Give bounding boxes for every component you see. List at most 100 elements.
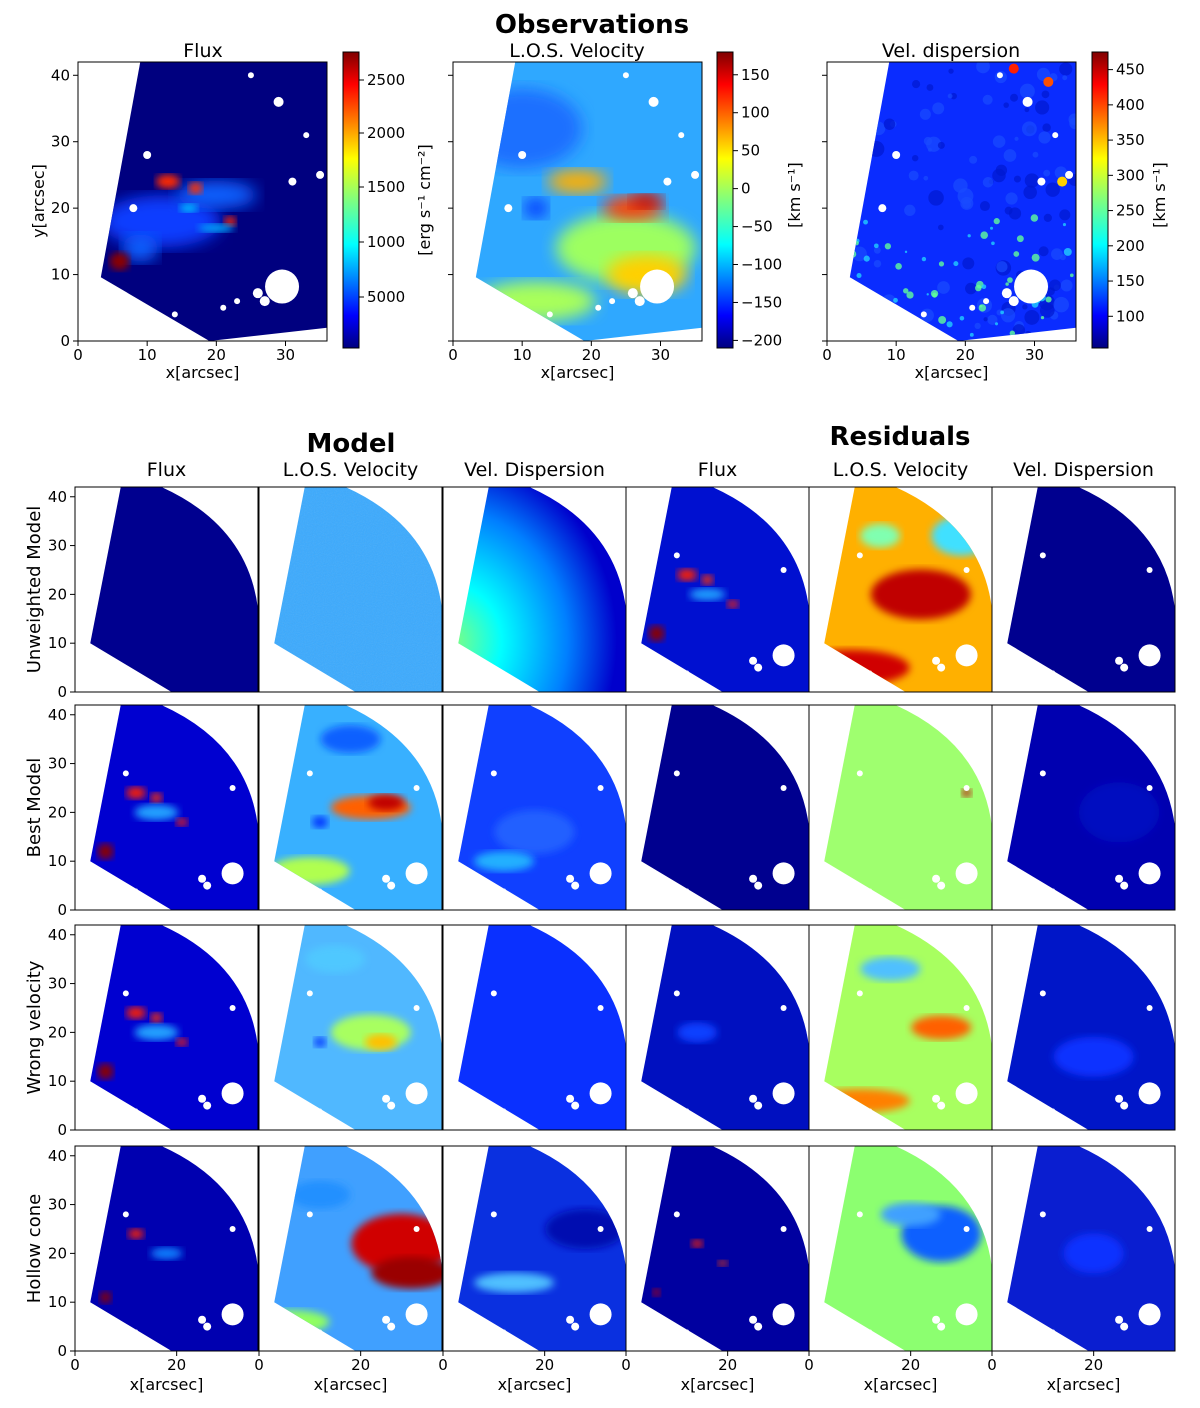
y-tick-label: 30 [48,755,67,773]
map-area [274,1146,442,1351]
y-tick-label: 20 [48,1244,67,1262]
axes-frame [74,704,259,911]
map-feature [175,1038,188,1047]
masked-star [627,288,638,299]
colorbar-tick-label: 2500 [367,71,405,89]
map-feature [880,1202,941,1227]
colorbar-tick-label: 200 [1116,237,1145,255]
masked-star [1051,888,1055,893]
map-feature [314,1037,326,1048]
masked-star [963,566,970,573]
colorbar-tick-label: 300 [1116,166,1145,184]
grid-column-title: Vel. Dispersion [1013,459,1154,481]
map-feature [175,818,188,827]
masked-star [221,1082,244,1105]
map-feature [474,851,534,872]
masked-star [198,874,207,883]
observations-title: Observations [495,10,689,40]
y-tick-label: 10 [48,634,67,652]
x-tick-label: 20 [167,1356,186,1374]
masked-star [1146,784,1153,791]
map-feature [1079,782,1160,843]
grid-column-title: L.O.S. Velocity [283,459,419,481]
map-area [90,487,258,692]
x-axis-label: x[arcsec] [915,363,989,382]
masked-star [775,513,782,520]
colorbar-label: [km s⁻¹] [785,162,804,228]
masked-star [502,888,506,893]
masked-star [382,874,391,883]
masked-star [1141,731,1148,738]
colorbar-tick-label: −100 [741,256,782,274]
y-tick-label: 40 [48,706,67,724]
observation-panel-3: Vel. dispersion 0 10 20 30 x[arcsec] 450 400 350… [822,40,1169,382]
masked-star [749,656,758,665]
masked-star [937,1101,946,1110]
masked-star [1051,1329,1055,1334]
observation-panel-2: L.O.S. Velocity 0 10 20 30 x[arcsec] 150 100 50 0… [448,40,804,382]
grid-panel-r1-c6 [991,486,1176,693]
map-feature [870,569,971,620]
map-area [90,925,258,1130]
masked-star [1039,990,1046,997]
map-feature [312,816,328,829]
masked-star [963,1004,970,1011]
masked-star [259,296,270,307]
map-feature [320,725,381,754]
map-noise [274,487,442,692]
masked-star [413,1004,420,1011]
map-feature [290,1180,350,1209]
masked-star [1146,566,1153,573]
map-feature [931,515,992,556]
masked-star [772,1303,795,1326]
masked-star [566,874,575,883]
colorbar [716,51,734,349]
grid-row-label: Hollow cone [24,1194,45,1303]
x-tick-label: 20 [582,346,601,364]
masked-star [673,990,680,997]
masked-star [490,1211,497,1218]
map-area [475,62,702,341]
masked-star [490,990,497,997]
map-feature [128,1228,144,1239]
masked-star [1065,170,1074,179]
colorbar-tick-label: 1500 [367,178,405,196]
masked-star [772,1082,795,1105]
masked-star [958,731,965,738]
x-axis-label: x[arcsec] [130,1375,204,1394]
masked-star [634,296,645,307]
masked-star [1115,874,1124,883]
map-feature [691,1239,704,1248]
masked-star [958,951,965,958]
axes-frame [452,61,703,342]
masked-star [754,1101,763,1110]
masked-star [932,1315,941,1324]
map-feature [1053,1036,1134,1077]
masked-star [408,951,415,958]
map-area [824,925,992,1130]
map-area [824,1146,992,1351]
x-tick-label: 20 [535,1356,554,1374]
masked-star [754,1322,763,1331]
masked-star [878,204,887,213]
grid-panel-r3-c4 [625,924,810,1131]
masked-star [780,784,787,791]
masked-star [955,862,978,885]
masked-star [589,1082,612,1105]
masked-star [1008,296,1019,307]
masked-star [224,731,231,738]
y-tick-label: 20 [48,803,67,821]
grid-panel-r3-c3 [442,924,627,1131]
masked-star [122,770,129,777]
y-tick-label: 10 [48,1072,67,1090]
masked-star [749,874,758,883]
masked-star [229,784,236,791]
map-feature [305,945,366,974]
grid-panel-r3-c2 [258,924,443,1131]
x-tick-label: 30 [651,346,670,364]
masked-star [691,170,700,179]
grid-panel-r2-c6 [991,704,1176,911]
map-feature [365,1034,397,1051]
masked-star [640,269,675,304]
colorbar-tick-label: 1000 [367,233,405,251]
